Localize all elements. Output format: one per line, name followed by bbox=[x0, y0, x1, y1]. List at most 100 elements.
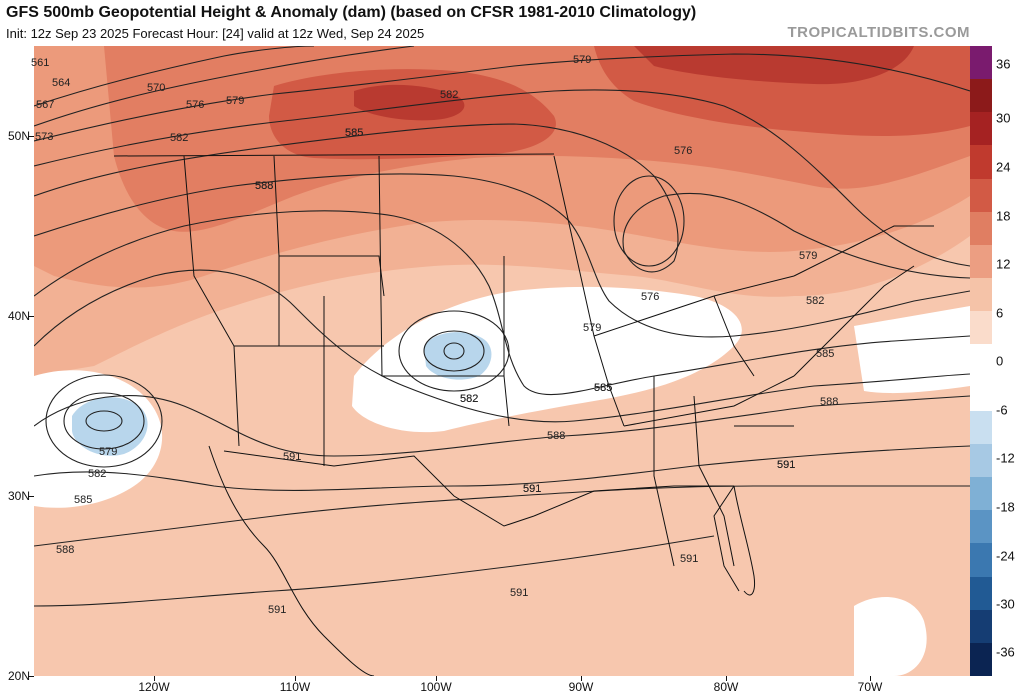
contour-label: 561 bbox=[31, 57, 50, 69]
colorbar-label: -36 bbox=[996, 644, 1015, 660]
neutral-zone-south bbox=[854, 597, 927, 676]
colorbar-label: 30 bbox=[996, 110, 1011, 126]
negative-anomaly-pacific bbox=[72, 397, 148, 456]
contour-label: 570 bbox=[147, 82, 166, 94]
contour-label: 585 bbox=[594, 382, 613, 394]
contour-label: 585 bbox=[594, 382, 613, 394]
colorbar-swatch bbox=[970, 443, 992, 478]
contour-label: 567 bbox=[36, 99, 55, 111]
contour-label: 579 bbox=[799, 250, 818, 262]
contour-label: 579 bbox=[99, 446, 118, 458]
colorbar-swatch bbox=[970, 410, 992, 445]
colorbar-label: 18 bbox=[996, 208, 1011, 224]
contour-label: 591 bbox=[680, 553, 699, 565]
contour-label: 585 bbox=[345, 127, 364, 139]
colorbar-swatch bbox=[970, 477, 992, 511]
latitude-label: 40N bbox=[7, 309, 30, 323]
contour-label: 579 bbox=[226, 95, 245, 107]
colorbar-label: 24 bbox=[996, 159, 1011, 175]
contour-label: 585 bbox=[74, 494, 93, 506]
contour-label: 582 bbox=[88, 468, 107, 480]
colorbar-label: -6 bbox=[996, 402, 1008, 418]
colorbar-label: -12 bbox=[996, 450, 1015, 466]
contour-label: 576 bbox=[186, 99, 205, 111]
longitude-label: 120W bbox=[138, 680, 170, 694]
colorbar-label: 0 bbox=[996, 353, 1004, 369]
colorbar-label: -18 bbox=[996, 499, 1015, 515]
colorbar-swatch bbox=[970, 112, 992, 146]
longitude-tick bbox=[726, 676, 727, 681]
contour-label: 591 bbox=[777, 459, 796, 471]
neutral-zone bbox=[352, 286, 742, 433]
contour-label: 582 bbox=[440, 89, 459, 101]
latitude-label: 50N bbox=[7, 129, 30, 143]
forecast-info: Init: 12z Sep 23 2025 Forecast Hour: [24… bbox=[6, 26, 425, 41]
contour-label: 582 bbox=[806, 295, 825, 307]
contour-label: 582 bbox=[460, 393, 479, 405]
contour-label: 588 bbox=[820, 396, 839, 408]
longitude-label: 70W bbox=[857, 680, 883, 694]
contour-label: 591 bbox=[523, 483, 542, 495]
latitude-label: 30N bbox=[7, 489, 30, 503]
longitude-tick bbox=[295, 676, 296, 681]
contour-label: 588 bbox=[255, 180, 274, 192]
longitude-tick bbox=[436, 676, 437, 681]
colorbar-swatch bbox=[970, 145, 992, 180]
site-credit: TROPICALTIDBITS.COM bbox=[787, 24, 970, 41]
colorbar-swatch bbox=[970, 311, 992, 345]
colorbar-swatch bbox=[970, 377, 992, 412]
latitude-tick bbox=[28, 316, 34, 317]
colorbar bbox=[970, 46, 992, 677]
colorbar-swatch bbox=[970, 211, 992, 246]
colorbar-swatch bbox=[970, 278, 992, 312]
latitude-tick bbox=[28, 136, 34, 137]
contour-label: 591 bbox=[523, 483, 542, 495]
anomaly-map bbox=[34, 46, 970, 676]
contour-label: 585 bbox=[816, 348, 835, 360]
colorbar-swatch bbox=[970, 576, 992, 611]
longitude-label: 110W bbox=[279, 680, 311, 694]
colorbar-swatch bbox=[970, 244, 992, 279]
chart-title: GFS 500mb Geopotential Height & Anomaly … bbox=[6, 4, 697, 21]
anomaly-band-36 bbox=[354, 46, 914, 121]
contour-label: 582 bbox=[170, 132, 189, 144]
contour-label: 591 bbox=[283, 451, 302, 463]
longitude-label: 90W bbox=[568, 680, 594, 694]
negative-anomaly-plains bbox=[424, 332, 492, 380]
longitude-label: 100W bbox=[420, 680, 452, 694]
colorbar-swatch bbox=[970, 344, 992, 379]
contour-label: 576 bbox=[674, 145, 693, 157]
longitude-tick bbox=[581, 676, 582, 681]
colorbar-swatch bbox=[970, 178, 992, 213]
neutral-zone-east bbox=[854, 306, 970, 394]
contour-label: 576 bbox=[641, 291, 660, 303]
colorbar-swatch bbox=[970, 642, 992, 677]
colorbar-label: -24 bbox=[996, 548, 1015, 564]
contour-label: 591 bbox=[268, 604, 287, 616]
colorbar-swatch bbox=[970, 609, 992, 644]
contour-label: 591 bbox=[777, 459, 796, 471]
longitude-tick bbox=[870, 676, 871, 681]
colorbar-label: 6 bbox=[996, 305, 1004, 321]
colorbar-label: 12 bbox=[996, 256, 1011, 272]
colorbar-label: -30 bbox=[996, 596, 1015, 612]
contour-label: 564 bbox=[52, 77, 71, 89]
longitude-tick bbox=[154, 676, 155, 681]
contour-label: 573 bbox=[35, 131, 54, 143]
longitude-label: 80W bbox=[713, 680, 739, 694]
colorbar-swatch bbox=[970, 543, 992, 578]
colorbar-swatch bbox=[970, 79, 992, 113]
colorbar-swatch bbox=[970, 510, 992, 544]
colorbar-label: 36 bbox=[996, 56, 1011, 72]
latitude-tick bbox=[28, 496, 34, 497]
latitude-label: 20N bbox=[7, 669, 30, 683]
contour-label: 585 bbox=[345, 127, 364, 139]
contour-label: 591 bbox=[510, 587, 529, 599]
contour-label: 579 bbox=[573, 54, 592, 66]
latitude-tick bbox=[28, 676, 34, 677]
contour-label: 588 bbox=[547, 430, 566, 442]
contour-label: 588 bbox=[255, 180, 274, 192]
colorbar-swatch bbox=[970, 46, 992, 80]
contour-label: 588 bbox=[56, 544, 75, 556]
contour-label: 582 bbox=[460, 393, 479, 405]
